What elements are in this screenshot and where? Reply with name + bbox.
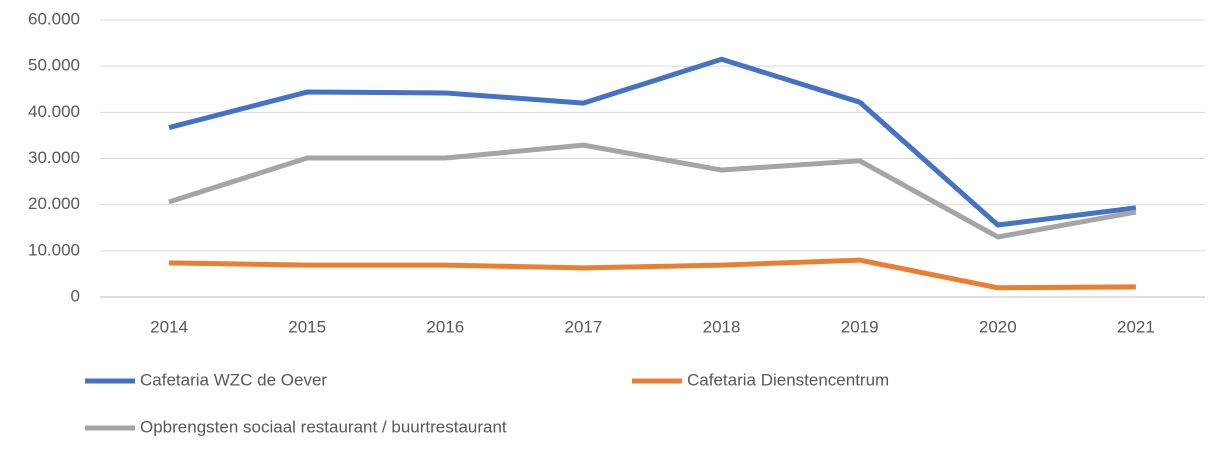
series-line (168, 142, 1137, 240)
y-tick-label: 10.000 (28, 240, 80, 259)
y-tick-label: 0 (71, 286, 80, 305)
legend-label: Opbrengsten sociaal restaurant / buurtre… (140, 417, 507, 436)
y-tick-label: 20.000 (28, 194, 80, 213)
y-tick-label: 50.000 (28, 56, 80, 75)
x-tick-label: 2018 (703, 317, 741, 336)
y-tick-label: 30.000 (28, 148, 80, 167)
x-tick-label: 2021 (1117, 317, 1155, 336)
x-tick-label: 2015 (288, 317, 326, 336)
series-line (168, 56, 1137, 228)
x-tick-label: 2017 (565, 317, 603, 336)
series-line (169, 257, 1136, 291)
x-tick-label: 2016 (426, 317, 464, 336)
y-tick-label: 40.000 (28, 102, 80, 121)
x-tick-label: 2014 (150, 317, 188, 336)
x-tick-label: 2020 (979, 317, 1017, 336)
legend-label: Cafetaria WZC de Oever (140, 370, 327, 389)
legend-label: Cafetaria Dienstencentrum (687, 370, 889, 389)
y-tick-label: 60.000 (28, 9, 80, 28)
x-tick-label: 2019 (841, 317, 879, 336)
